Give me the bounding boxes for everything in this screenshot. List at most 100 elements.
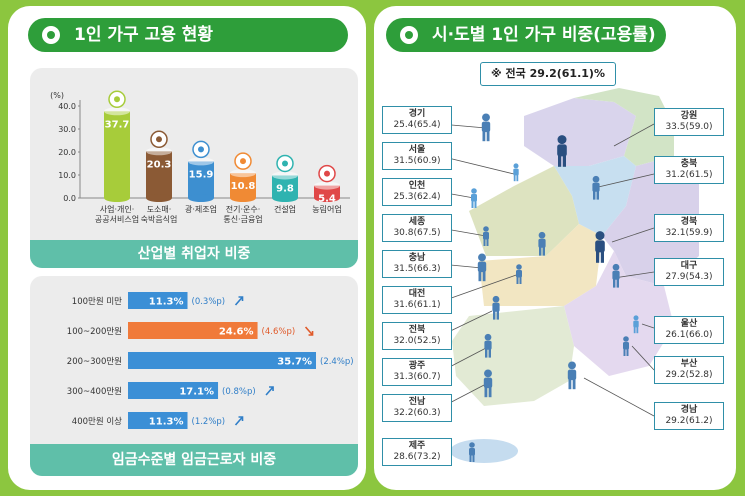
regional-panel: 시·도별 1인 가구 비중(고용률) ※ 전국 29.2(61.1)%	[374, 6, 736, 490]
map-region-gyeongnam	[564, 251, 674, 376]
map-label-box: 충북 31.2(61.5)	[654, 156, 724, 184]
region-value: 25.3(62.4)	[393, 192, 441, 202]
map-label-box: 서울 31.5(60.9)	[382, 142, 452, 170]
region-value: 26.1(66.0)	[665, 330, 713, 340]
map-region-gyeongbuk	[602, 156, 699, 286]
region-name: 광주	[408, 361, 426, 371]
wage-category-label: 400만원 이상	[72, 416, 122, 427]
region-name: 울산	[680, 319, 698, 329]
person-icon	[516, 264, 522, 284]
map-label-box: 울산 26.1(66.0)	[654, 316, 724, 344]
wage-category-label: 300~400만원	[67, 387, 122, 397]
person-icon	[557, 135, 567, 167]
person-icon	[483, 369, 493, 398]
dish-icon	[150, 130, 168, 149]
wage-bar-chart: 100만원 미만 11.3% (0.3%p) 100~200만원 24.6% (4.6%p…	[67, 292, 354, 429]
map-label-box: 세종 30.8(67.5)	[382, 214, 452, 242]
region-value: 28.6(73.2)	[393, 452, 441, 462]
map-label-box: 인천 25.3(62.4)	[382, 178, 452, 206]
y-tick-label: 10.0	[58, 171, 76, 180]
category-label: 광·제조업	[185, 204, 217, 214]
person-icon	[567, 361, 577, 390]
region-value: 31.6(61.1)	[393, 300, 441, 310]
y-axis-unit: (%)	[50, 91, 64, 100]
region-value: 32.2(60.3)	[393, 408, 441, 418]
right-title-text: 시·도별 1인 가구 비중(고용률)	[432, 25, 656, 45]
region-name: 충북	[680, 159, 698, 169]
right-title: 시·도별 1인 가구 비중(고용률)	[386, 18, 666, 52]
industry-bar-chart: (%) 40.0 30.0 20.0 10.0 0.0 37.7 사업·개인·공공서비스업 20…	[50, 90, 350, 224]
y-tick-label: 40.0	[58, 102, 76, 111]
wage-bar	[128, 322, 258, 339]
person-icon	[633, 315, 639, 334]
region-name: 전북	[408, 325, 426, 335]
person-icon	[477, 253, 487, 282]
person-icon	[538, 231, 546, 256]
arrow-up-icon	[234, 296, 244, 306]
helmet-icon	[276, 154, 294, 173]
map-label-box: 전남 32.2(60.3)	[382, 394, 452, 422]
wage-value-label: 17.1%	[179, 387, 214, 398]
category-label: 농림어업	[312, 204, 341, 214]
region-value: 31.3(60.7)	[393, 372, 441, 382]
region-name: 전남	[408, 397, 426, 407]
category-label: 전기·운수·	[226, 204, 261, 214]
region-name: 충남	[408, 253, 426, 263]
wage-category-label: 200~300만원	[67, 357, 122, 367]
bar	[146, 147, 172, 202]
employment-panel: 1인 가구 고용 현황 (%) 40.0 30.0 20.0 10.0 0.0 37.7 사업…	[8, 6, 366, 490]
arrow-up-icon	[265, 386, 274, 396]
phone-icon	[234, 152, 252, 170]
map-label-box: 광주 31.3(60.7)	[382, 358, 452, 386]
region-name: 제주	[408, 441, 426, 451]
map-label-box: 충남 31.5(66.3)	[382, 250, 452, 278]
bar	[104, 107, 130, 202]
category-label: 사업·개인·	[100, 204, 135, 214]
arrow-down-icon	[304, 326, 314, 336]
wage-change-label: (0.8%p)	[222, 387, 256, 397]
wage-bar	[128, 412, 188, 429]
person-icon	[513, 163, 519, 182]
wage-bar	[128, 292, 188, 309]
person-icon	[595, 231, 605, 263]
map-region-gyeonggi	[524, 98, 636, 166]
region-value: 33.5(59.0)	[665, 122, 713, 132]
map-label-box: 경기 25.4(65.4)	[382, 106, 452, 134]
arrow-up-icon	[234, 416, 244, 426]
region-name: 경기	[408, 109, 426, 119]
bar	[230, 169, 256, 202]
person-icon	[623, 336, 629, 356]
bar-value-label: 15.9	[189, 169, 214, 180]
region-value: 29.2(61.2)	[665, 416, 713, 426]
category-label: 공공서비스업	[95, 215, 139, 224]
bullet-icon	[400, 26, 418, 44]
region-value: 31.2(61.5)	[665, 170, 713, 180]
wage-category-label: 100만원 미만	[72, 297, 122, 307]
industry-chart-title: 산업별 취업자 비중	[30, 240, 358, 268]
map-label-box: 경북 32.1(59.9)	[654, 214, 724, 242]
region-name: 대전	[408, 289, 426, 299]
map-label-box: 전북 32.0(52.5)	[382, 322, 452, 350]
left-title-text: 1인 가구 고용 현황	[74, 25, 214, 45]
industry-chart-box: (%) 40.0 30.0 20.0 10.0 0.0 37.7 사업·개인· 공공서비스업 20…	[30, 68, 358, 268]
leaf-icon	[318, 164, 336, 183]
y-tick-label: 30.0	[58, 125, 76, 134]
person-icon	[469, 442, 475, 462]
bar	[188, 157, 214, 202]
wage-change-label: (1.2%p)	[192, 417, 226, 427]
korea-map	[439, 88, 699, 463]
region-value: 27.9(54.3)	[665, 272, 713, 282]
map-label-box: 대전 31.6(61.1)	[382, 286, 452, 314]
wage-change-label: (4.6%p)	[262, 327, 296, 337]
region-value: 32.0(52.5)	[393, 336, 441, 346]
wage-change-label: (2.4%p)	[320, 357, 354, 367]
region-value: 30.8(67.5)	[393, 228, 441, 238]
map-region-jeonbuk	[479, 224, 602, 306]
region-name: 인천	[408, 181, 426, 191]
region-name: 서울	[408, 145, 426, 155]
region-name: 세종	[408, 217, 426, 227]
map-region-jeonnam	[452, 306, 574, 406]
wage-bar	[128, 382, 219, 399]
bullet-icon	[42, 26, 60, 44]
person-icon	[484, 333, 492, 358]
